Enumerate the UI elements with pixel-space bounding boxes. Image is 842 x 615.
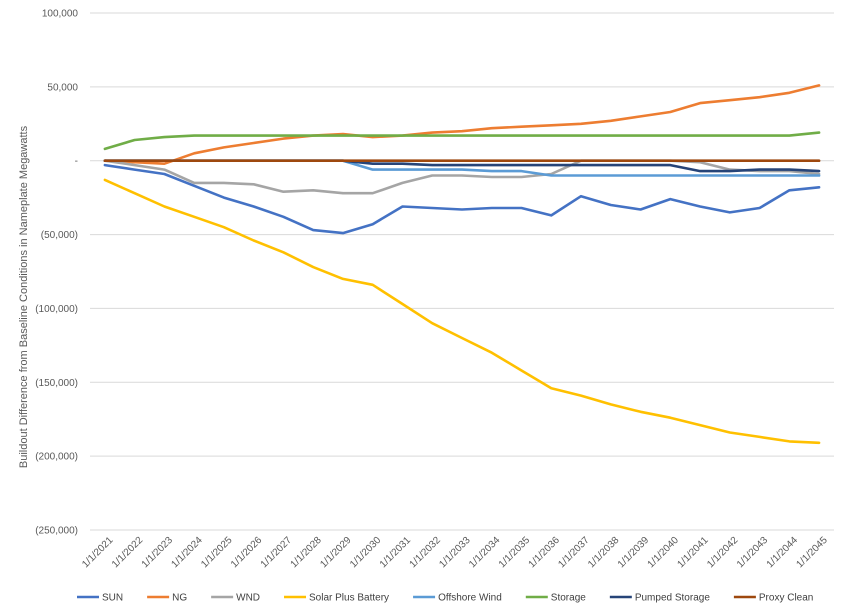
y-tick-label: (50,000): [41, 230, 78, 241]
y-axis-ticks: 100,000 50,000 - (50,000) (100,000) (150,000)…: [35, 9, 78, 537]
series-lines: [103, 84, 821, 445]
x-tick-label: 1/1/2033: [437, 535, 473, 571]
x-tick-label: 1/1/2026: [229, 535, 265, 571]
x-tick-label: 1/1/2035: [497, 535, 533, 571]
legend-label-proxy-clean: Proxy Clean: [759, 593, 813, 604]
x-tick-label: 1/1/2027: [259, 535, 295, 571]
x-tick-label: 1/1/2022: [110, 535, 146, 571]
x-tick-label: 1/1/2036: [527, 535, 563, 571]
series-line-ng: [103, 84, 821, 165]
x-tick-label: 1/1/2043: [735, 535, 771, 571]
x-tick-label: 1/1/2034: [467, 535, 503, 571]
x-tick-label: 1/1/2044: [765, 535, 801, 571]
series-line-offshore-wind: [103, 159, 821, 177]
x-tick-label: 1/1/2023: [140, 535, 176, 571]
x-tick-label: 1/1/2029: [318, 535, 354, 571]
x-tick-label: 1/1/2031: [378, 535, 414, 571]
x-tick-label: 1/1/2041: [675, 535, 711, 571]
y-tick-label: (200,000): [35, 452, 78, 463]
legend-label-solar-plus-battery: Solar Plus Battery: [309, 593, 389, 604]
legend-label-wnd: WND: [236, 593, 260, 604]
y-tick-label: (250,000): [35, 526, 78, 537]
x-tick-label: 1/1/2030: [348, 535, 384, 571]
legend-label-offshore-wind: Offshore Wind: [438, 593, 502, 604]
x-tick-label: 1/1/2021: [80, 535, 116, 571]
legend: SUN NG WND Solar Plus Battery Offshore Wind S…: [77, 593, 813, 604]
y-tick-label: (100,000): [35, 304, 78, 315]
series-line-storage: [103, 131, 821, 151]
x-tick-label: 1/1/2038: [586, 535, 622, 571]
y-tick-label: 100,000: [42, 9, 79, 20]
legend-label-sun: SUN: [102, 593, 123, 604]
x-axis-ticks: 1/1/20211/1/20221/1/20231/1/20241/1/2025…: [80, 535, 830, 571]
y-axis-label: Buildout Difference from Baseline Condit…: [18, 125, 30, 468]
x-tick-label: 1/1/2045: [794, 535, 830, 571]
legend-label-ng: NG: [172, 593, 187, 604]
x-tick-label: 1/1/2024: [170, 535, 206, 571]
series-line-wnd: [103, 159, 821, 195]
gridlines: [90, 12, 834, 531]
x-tick-label: 1/1/2042: [705, 535, 741, 571]
x-tick-label: 1/1/2040: [646, 535, 682, 571]
legend-label-pumped-storage: Pumped Storage: [635, 593, 710, 604]
series-line-sun: [103, 163, 821, 235]
y-tick-label: -: [75, 156, 78, 167]
x-tick-label: 1/1/2028: [289, 535, 325, 571]
y-tick-label: 50,000: [47, 82, 78, 93]
x-tick-label: 1/1/2037: [556, 535, 592, 571]
y-tick-label: (150,000): [35, 378, 78, 389]
legend-label-storage: Storage: [551, 593, 586, 604]
x-tick-label: 1/1/2032: [408, 535, 444, 571]
series-line-solar-plus-battery: [103, 178, 821, 445]
x-tick-label: 1/1/2025: [199, 535, 235, 571]
x-tick-label: 1/1/2039: [616, 535, 652, 571]
